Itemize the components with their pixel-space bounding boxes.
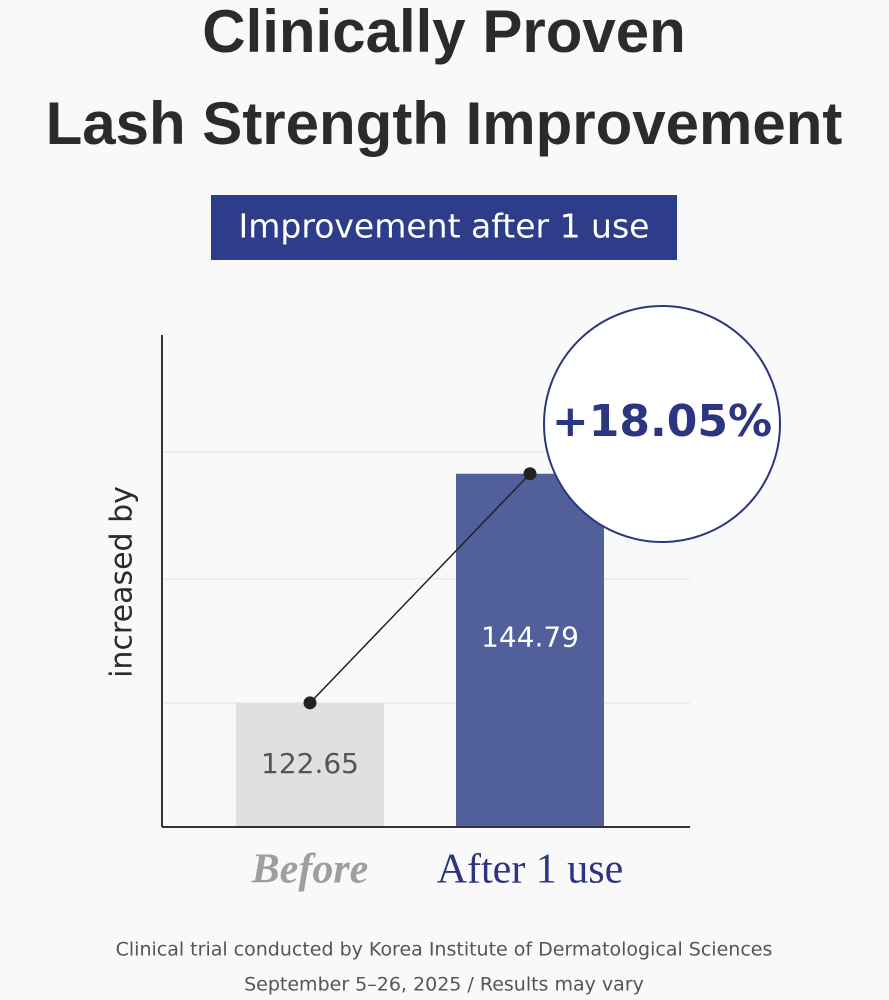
annotation: +18.05% — [552, 396, 772, 447]
annotation-circle — [543, 305, 781, 543]
footnote: September 5–26, 2025 / Results may vary — [244, 974, 644, 996]
chart-title: Clinically Proven — [202, 0, 686, 65]
value-label: 144.79 — [481, 620, 579, 653]
footnote: Clinical trial conducted by Korea Instit… — [116, 939, 773, 961]
y-axis-label: increased by — [105, 486, 140, 678]
plot: 122.65 Before 144.79 After 1 use — [236, 467, 624, 893]
point — [303, 696, 317, 710]
subtitle: Improvement after 1 use — [239, 207, 650, 246]
connector-line — [309, 473, 531, 704]
value-label: 122.65 — [261, 747, 359, 780]
x-tick-label: Before — [251, 847, 369, 893]
subtitle-badge — [211, 195, 677, 260]
x-tick-label: After 1 use — [437, 847, 624, 893]
point — [523, 467, 537, 481]
chart-title: Lash Strength Improvement — [46, 90, 843, 157]
bar — [236, 702, 384, 827]
bar — [456, 473, 604, 827]
